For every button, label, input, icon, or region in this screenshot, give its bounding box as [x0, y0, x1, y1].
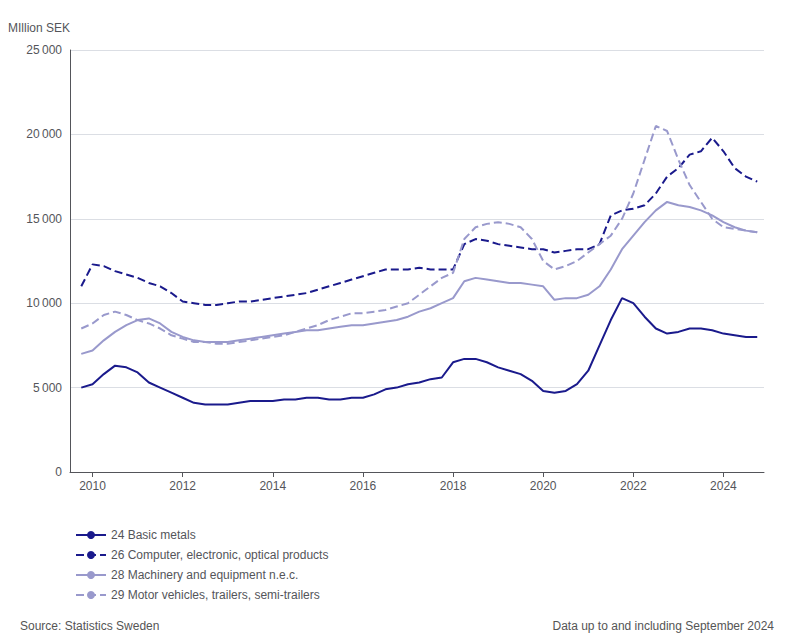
svg-text:2016: 2016	[350, 479, 377, 493]
svg-text:5 000: 5 000	[33, 381, 62, 395]
svg-text:25 000: 25 000	[26, 43, 62, 57]
svg-text:2020: 2020	[530, 479, 557, 493]
svg-text:Data up to and including Septe: Data up to and including September 2024	[553, 619, 775, 633]
svg-text:Source: Statistics Sweden: Source: Statistics Sweden	[20, 619, 159, 633]
svg-text:2012: 2012	[169, 479, 196, 493]
svg-text:20 000: 20 000	[26, 127, 62, 141]
svg-text:2024: 2024	[710, 479, 737, 493]
svg-text:26 Computer, electronic, optic: 26 Computer, electronic, optical product…	[111, 548, 328, 562]
svg-text:2014: 2014	[259, 479, 286, 493]
svg-text:28 Machinery and equipment n.e: 28 Machinery and equipment n.e.c.	[111, 568, 298, 582]
svg-text:10 000: 10 000	[26, 296, 62, 310]
svg-text:2010: 2010	[79, 479, 106, 493]
svg-text:15 000: 15 000	[26, 212, 62, 226]
svg-text:MIllion SEK: MIllion SEK	[8, 21, 70, 35]
svg-text:29 Motor vehicles, trailers, s: 29 Motor vehicles, trailers, semi-traile…	[111, 588, 320, 602]
svg-text:0: 0	[55, 465, 62, 479]
svg-text:2022: 2022	[620, 479, 647, 493]
svg-text:2018: 2018	[440, 479, 467, 493]
svg-text:24 Basic metals: 24 Basic metals	[111, 528, 196, 542]
